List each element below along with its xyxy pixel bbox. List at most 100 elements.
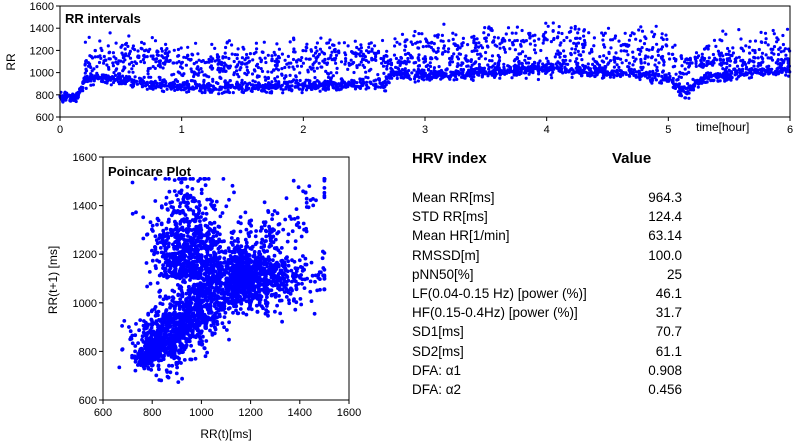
rr-point: [429, 56, 433, 60]
rr-point: [84, 86, 88, 90]
rr-point: [717, 52, 721, 56]
rr-point: [582, 34, 586, 38]
rr-point: [482, 70, 486, 74]
poincare-point: [155, 250, 160, 255]
rr-point: [404, 44, 408, 49]
rr-point: [146, 72, 150, 76]
rr-point: [189, 67, 193, 71]
rr-point: [270, 58, 274, 63]
rr-point: [114, 68, 118, 72]
rr-point: [384, 60, 388, 64]
rr-point: [733, 60, 737, 64]
rr-point: [537, 72, 541, 76]
rr-point: [760, 51, 765, 55]
rr-point: [393, 44, 397, 48]
rr-point: [586, 62, 590, 66]
rr-point: [670, 52, 675, 57]
rr-point: [310, 67, 314, 71]
rr-point: [230, 52, 234, 56]
rr-point: [263, 56, 267, 60]
rr-point: [323, 85, 327, 89]
rr-point: [573, 47, 578, 51]
rr-point: [737, 28, 741, 32]
rr-point: [176, 86, 180, 90]
rr-point: [224, 45, 228, 50]
poincare-point: [164, 195, 169, 200]
rr-point: [711, 79, 715, 83]
rr-point: [191, 53, 195, 57]
rr-point: [410, 71, 414, 75]
rr-point: [363, 54, 367, 58]
rr-point: [125, 76, 129, 80]
rr-point: [334, 53, 339, 58]
rr-point: [389, 71, 393, 75]
rr-point: [660, 32, 664, 36]
poincare-point: [170, 363, 175, 368]
rr-point: [671, 76, 675, 81]
rr-point: [351, 83, 355, 87]
rr-point: [187, 57, 191, 61]
rr-point: [551, 21, 555, 25]
rr-point: [436, 49, 440, 53]
rr-point: [266, 76, 270, 80]
rr-point: [501, 36, 505, 41]
poincare-point: [176, 292, 181, 297]
rr-point: [275, 86, 279, 90]
rr-point: [209, 64, 213, 68]
rr-point: [654, 24, 658, 28]
rr-point: [549, 67, 554, 71]
rr-point: [650, 55, 654, 59]
rr-point: [480, 74, 484, 78]
rr-point: [785, 57, 789, 61]
rr-point: [317, 61, 321, 65]
rr-point: [733, 73, 737, 77]
poincare-point: [322, 195, 327, 200]
rr-point: [359, 60, 363, 64]
rr-point: [314, 45, 318, 50]
rr-point: [275, 75, 280, 79]
rr-point: [718, 79, 722, 83]
poincare-point: [155, 222, 159, 227]
rr-point: [445, 67, 449, 71]
poincare-point: [202, 177, 207, 181]
rr-point: [295, 59, 299, 63]
rr-point: [273, 53, 277, 57]
rr-point: [660, 74, 664, 78]
rr-point: [97, 60, 102, 65]
rr-point: [225, 90, 229, 94]
rr-point: [270, 70, 274, 74]
rr-point: [284, 74, 288, 78]
rr-point: [326, 57, 330, 61]
rr-point: [778, 64, 782, 68]
rr-point: [329, 76, 333, 80]
rr-point: [654, 58, 658, 62]
rr-point: [142, 53, 146, 58]
rr-point: [670, 80, 675, 84]
rr-point: [411, 42, 415, 47]
rr-point: [263, 75, 267, 79]
rr-point: [637, 75, 641, 79]
rr-point: [759, 30, 763, 34]
rr-point: [627, 61, 632, 65]
rr-point: [781, 68, 786, 72]
rr-point: [581, 71, 586, 75]
rr-point: [570, 75, 574, 79]
poincare-point: [290, 229, 295, 234]
poincare-point: [161, 297, 166, 302]
rr-point: [128, 77, 132, 81]
rr-point: [283, 65, 287, 70]
rr-point: [573, 51, 577, 55]
rr-point: [301, 86, 305, 90]
rr-x-tick-label: 2: [300, 124, 306, 136]
rr-point: [304, 78, 308, 82]
rr-point: [450, 60, 455, 64]
rr-point: [425, 77, 429, 81]
poincare-point: [164, 202, 168, 206]
rr-point: [287, 61, 291, 65]
poincare-point: [180, 376, 185, 381]
rr-point: [784, 53, 788, 57]
poincare-point: [279, 298, 284, 303]
rr-point: [311, 62, 315, 67]
